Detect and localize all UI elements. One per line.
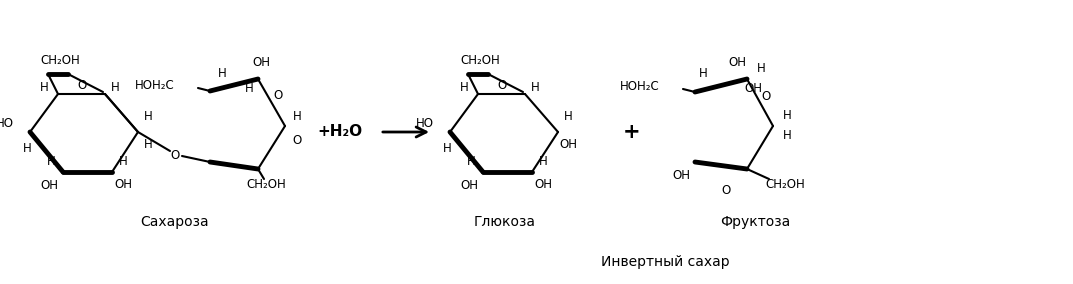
Text: H: H bbox=[782, 110, 792, 122]
Text: CH₂OH: CH₂OH bbox=[460, 55, 500, 68]
Text: H: H bbox=[23, 143, 31, 156]
Text: HOH₂C: HOH₂C bbox=[620, 80, 660, 93]
Text: H: H bbox=[293, 110, 302, 124]
Text: CH₂OH: CH₂OH bbox=[40, 55, 79, 68]
Text: HO: HO bbox=[416, 118, 433, 131]
Text: O: O bbox=[171, 149, 179, 162]
Text: H: H bbox=[111, 82, 119, 95]
Text: OH: OH bbox=[114, 178, 132, 191]
Text: H: H bbox=[443, 143, 452, 156]
Text: O: O bbox=[721, 185, 731, 197]
Text: H: H bbox=[459, 82, 469, 95]
Text: OH: OH bbox=[534, 178, 552, 191]
Text: H: H bbox=[531, 82, 540, 95]
Text: H: H bbox=[144, 137, 152, 151]
Text: H: H bbox=[40, 82, 48, 95]
Text: H: H bbox=[144, 110, 152, 124]
Text: O: O bbox=[497, 80, 506, 93]
Text: HOH₂C: HOH₂C bbox=[135, 80, 175, 93]
Text: CH₂OH: CH₂OH bbox=[765, 178, 805, 191]
Text: OH: OH bbox=[672, 170, 690, 183]
Text: H: H bbox=[563, 110, 572, 124]
Text: H: H bbox=[218, 68, 226, 80]
Text: OH: OH bbox=[252, 57, 270, 70]
Text: H: H bbox=[119, 156, 128, 168]
Text: H: H bbox=[539, 156, 547, 168]
Text: O: O bbox=[292, 135, 302, 147]
Text: OH: OH bbox=[744, 82, 762, 95]
Text: OH: OH bbox=[40, 179, 58, 193]
Text: H: H bbox=[467, 156, 475, 168]
Text: Инвертный сахар: Инвертный сахар bbox=[601, 255, 730, 269]
Text: Фруктоза: Фруктоза bbox=[720, 215, 790, 229]
Text: OH: OH bbox=[727, 55, 746, 68]
Text: +H₂O: +H₂O bbox=[318, 124, 363, 139]
Text: H: H bbox=[782, 130, 792, 143]
Text: Глюкоза: Глюкоза bbox=[474, 215, 536, 229]
Text: H: H bbox=[245, 82, 253, 95]
Text: OH: OH bbox=[559, 137, 577, 151]
Text: +: + bbox=[623, 122, 641, 142]
Text: O: O bbox=[762, 90, 770, 103]
Text: H: H bbox=[699, 68, 707, 80]
Text: H: H bbox=[756, 62, 765, 76]
Text: H: H bbox=[46, 156, 56, 168]
Text: HO: HO bbox=[0, 118, 14, 131]
Text: OH: OH bbox=[460, 179, 477, 193]
Text: O: O bbox=[77, 80, 86, 93]
Text: CH₂OH: CH₂OH bbox=[246, 179, 285, 191]
Text: Сахароза: Сахароза bbox=[141, 215, 209, 229]
Text: O: O bbox=[273, 89, 282, 102]
